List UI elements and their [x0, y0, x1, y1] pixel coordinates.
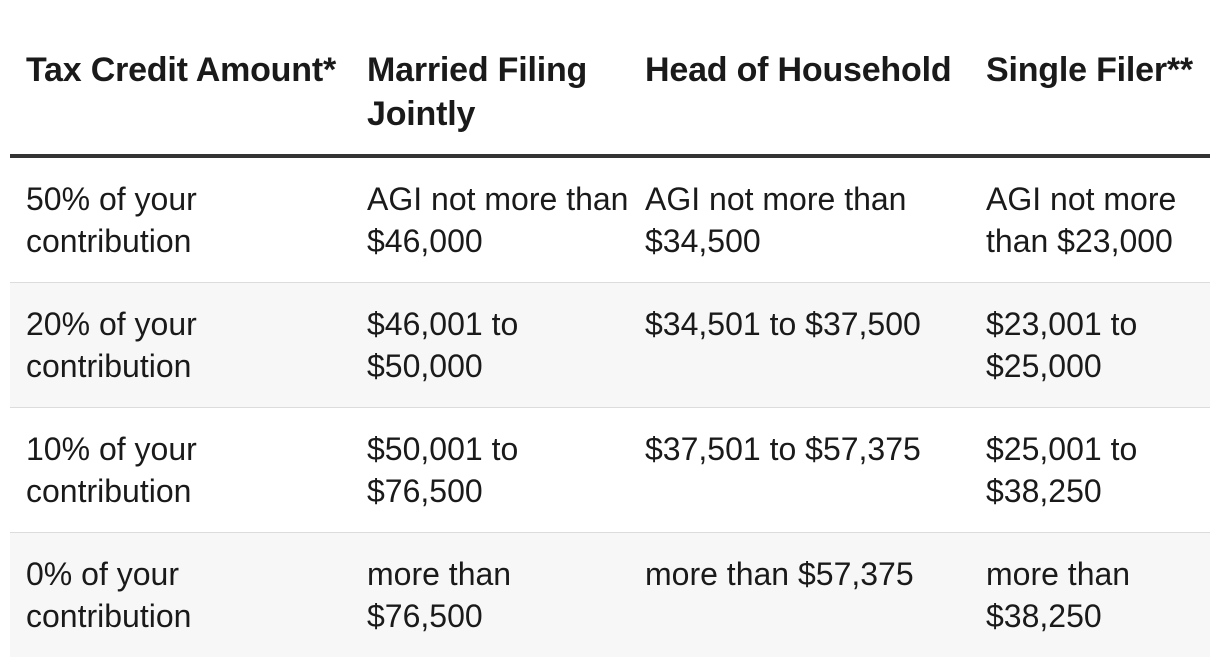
table-cell: 0% of your contribution: [10, 532, 351, 657]
table-header: Tax Credit Amount* Married Filing Jointl…: [10, 40, 1210, 158]
table-cell: $37,501 to $57,375: [629, 407, 970, 533]
table-cell: more than $57,375: [629, 532, 970, 657]
table-cell: AGI not more than $46,000: [351, 156, 629, 283]
table-row: 50% of your contribution AGI not more th…: [10, 156, 1210, 283]
table-cell: AGI not more than $23,000: [970, 156, 1210, 283]
table-cell: more than $76,500: [351, 532, 629, 657]
table-body: 50% of your contribution AGI not more th…: [10, 156, 1210, 657]
header-single-filer: Single Filer**: [970, 40, 1210, 158]
table-cell: more than $38,250: [970, 532, 1210, 657]
table-cell: 10% of your contribution: [10, 407, 351, 533]
table-cell: $23,001 to $25,000: [970, 282, 1210, 408]
header-tax-credit-amount: Tax Credit Amount*: [10, 40, 351, 158]
table-cell: $25,001 to $38,250: [970, 407, 1210, 533]
header-married-filing-jointly: Married Filing Jointly: [351, 40, 629, 158]
table-row: 0% of your contribution more than $76,50…: [10, 532, 1210, 657]
table-cell: $50,001 to $76,500: [351, 407, 629, 533]
table-row: 20% of your contribution $46,001 to $50,…: [10, 282, 1210, 408]
header-row: Tax Credit Amount* Married Filing Jointl…: [10, 40, 1210, 158]
table-row: 10% of your contribution $50,001 to $76,…: [10, 407, 1210, 533]
table-cell: 20% of your contribution: [10, 282, 351, 408]
header-head-of-household: Head of Household: [629, 40, 970, 158]
tax-credit-table-container: Tax Credit Amount* Married Filing Jointl…: [10, 40, 1210, 657]
table-cell: AGI not more than $34,500: [629, 156, 970, 283]
tax-credit-table: Tax Credit Amount* Married Filing Jointl…: [10, 40, 1210, 657]
table-cell: $34,501 to $37,500: [629, 282, 970, 408]
table-cell: 50% of your contribution: [10, 156, 351, 283]
table-cell: $46,001 to $50,000: [351, 282, 629, 408]
